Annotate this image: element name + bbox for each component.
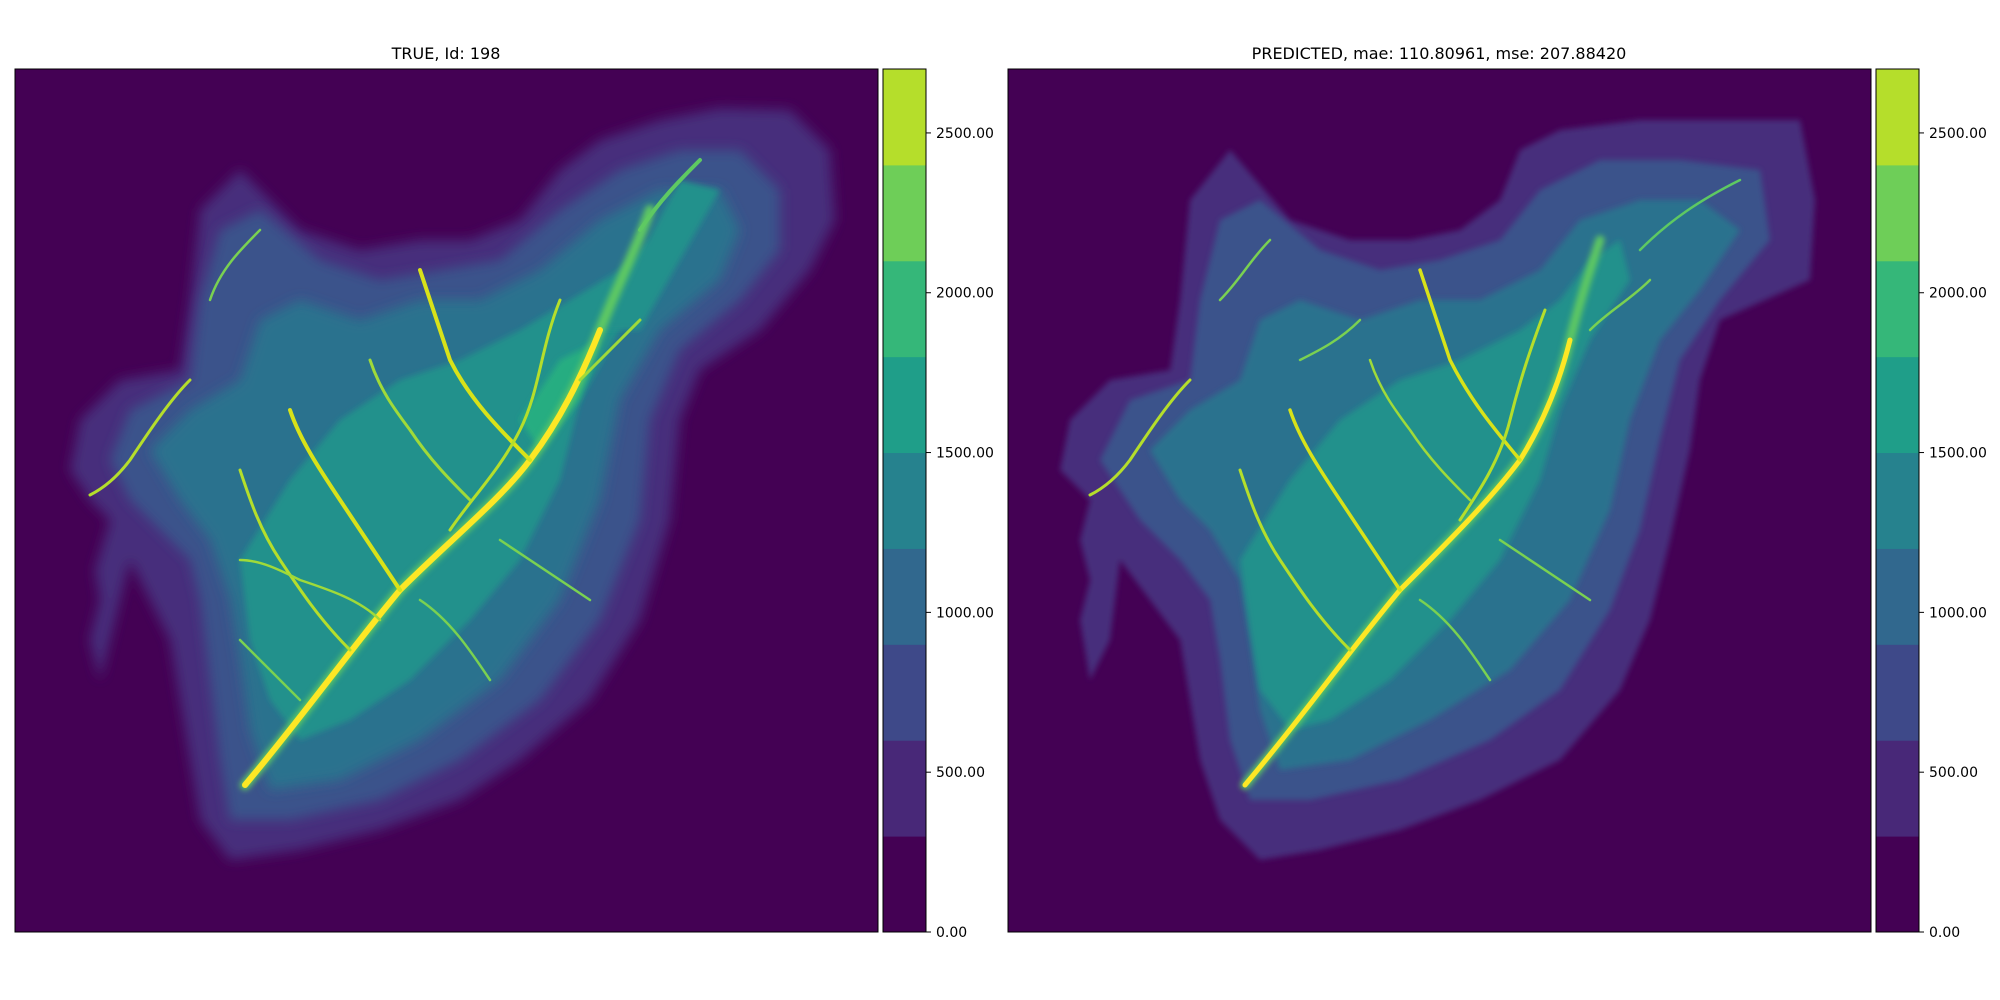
left-panel-title: TRUE, Id: 198 — [391, 44, 501, 63]
right-colorbar-ticks: 0.00 500.00 1000.00 1500.00 2000.00 2500.00 — [1919, 126, 1987, 941]
right-colorbar-tick-label: 0.00 — [1929, 925, 1960, 941]
left-colorbar-tick-label: 500.00 — [936, 765, 985, 781]
left-colorbar-band — [883, 644, 926, 740]
left-colorbar-tick-label: 0.00 — [936, 925, 967, 941]
left-colorbar-ticks: 0.00 500.00 1000.00 1500.00 2000.00 2500.00 — [926, 126, 994, 941]
left-colorbar-bands — [883, 69, 926, 933]
right-colorbar-band — [1876, 740, 1919, 836]
right-colorbar-tick-label: 500.00 — [1929, 765, 1978, 781]
left-colorbar-tick-label: 1000.00 — [936, 605, 994, 621]
right-colorbar-bands — [1876, 69, 1919, 933]
right-colorbar-tick-label: 1000.00 — [1929, 605, 1987, 621]
right-colorbar-band — [1876, 261, 1919, 357]
left-colorbar-band — [883, 836, 926, 932]
right-colorbar-band — [1876, 69, 1919, 165]
right-colorbar-tick-label: 1500.00 — [1929, 446, 1987, 462]
left-colorbar-band — [883, 453, 926, 549]
right-colorbar-band — [1876, 836, 1919, 932]
left-colorbar-band — [883, 261, 926, 357]
right-colorbar: 0.00 500.00 1000.00 1500.00 2000.00 2500.00 — [1876, 69, 1987, 941]
left-colorbar-tick-label: 2500.00 — [936, 126, 994, 142]
right-colorbar-band — [1876, 165, 1919, 261]
right-colorbar-band — [1876, 453, 1919, 549]
right-colorbar-band — [1876, 357, 1919, 453]
right-panel-title: PREDICTED, mae: 110.80961, mse: 207.8842… — [1252, 44, 1627, 63]
right-colorbar-tick-label: 2500.00 — [1929, 126, 1987, 142]
left-colorbar-band — [883, 69, 926, 165]
left-colorbar-tick-label: 1500.00 — [936, 446, 994, 462]
left-colorbar-band — [883, 548, 926, 644]
left-colorbar: 0.00 500.00 1000.00 1500.00 2000.00 2500.00 — [883, 69, 994, 941]
left-colorbar-band — [883, 357, 926, 453]
left-colorbar-band — [883, 165, 926, 261]
right-colorbar-tick-label: 2000.00 — [1929, 286, 1987, 302]
right-colorbar-band — [1876, 644, 1919, 740]
left-colorbar-tick-label: 2000.00 — [936, 286, 994, 302]
left-heatmap — [15, 69, 878, 932]
right-colorbar-band — [1876, 548, 1919, 644]
right-heatmap — [1008, 69, 1871, 932]
left-colorbar-band — [883, 740, 926, 836]
